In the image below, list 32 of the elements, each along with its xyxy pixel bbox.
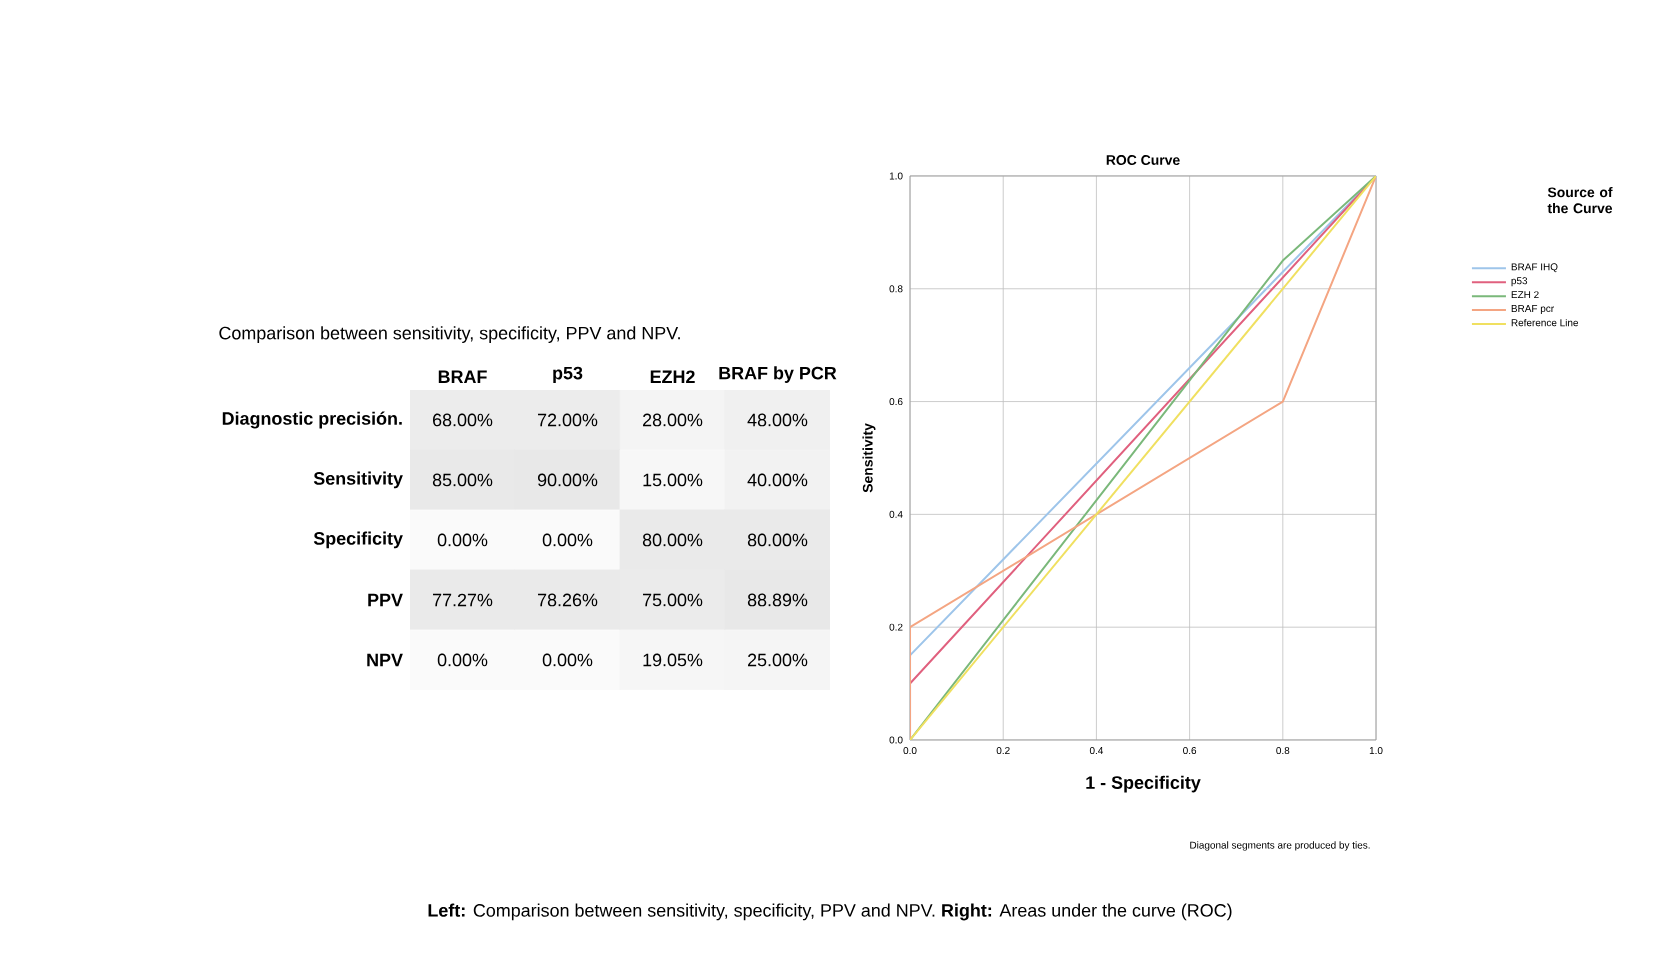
- y-tick-label: NPV: [367, 653, 403, 667]
- data-label: 15.00%: [643, 473, 703, 487]
- data-label: 19.05%: [643, 653, 703, 667]
- data-label: 0.00%: [437, 533, 488, 547]
- data-label: 25.00%: [748, 653, 808, 667]
- data-label: 0.00%: [542, 533, 593, 547]
- data-label: 85.00%: [432, 473, 493, 487]
- data-label: 0.00%: [542, 653, 593, 667]
- y-tick-label: PPV: [368, 593, 403, 607]
- y-tick-label: Specificity: [313, 531, 403, 549]
- data-label: 80.00%: [642, 533, 703, 547]
- x-tick-label: BRAF: [438, 370, 487, 383]
- x-tick-label: BRAF by PCR: [719, 366, 837, 383]
- data-label: 40.00%: [747, 473, 808, 487]
- data-label: 28.00%: [643, 413, 703, 427]
- x-axis-title: 1 - Specificity: [1086, 775, 1201, 793]
- data-label: 88.89%: [747, 593, 808, 607]
- data-label: 48.00%: [747, 413, 808, 427]
- data-label: 72.00%: [538, 413, 598, 427]
- data-label: 68.00%: [433, 413, 493, 427]
- chart-title: Comparison between sensitivity, specificity, PPV and NPV.: [219, 326, 680, 343]
- data-label: 78.26%: [538, 593, 598, 607]
- y-tick-label: Diagnostic precisión.: [222, 411, 402, 429]
- data-label: 0.00%: [437, 653, 488, 667]
- text: Left: Comparison between sensitivity, specificity, PPV and NPV. Right: Areas under the curve (ROC): [428, 903, 1232, 921]
- x-tick-label: p53: [553, 366, 583, 383]
- data-label: 90.00%: [537, 473, 598, 487]
- x-tick-label: EZH2: [650, 370, 695, 383]
- data-label: 77.27%: [433, 593, 493, 607]
- data-label: 75.00%: [643, 593, 703, 607]
- y-tick-label: Sensitivity: [313, 471, 403, 489]
- data-label: 80.00%: [747, 533, 808, 547]
